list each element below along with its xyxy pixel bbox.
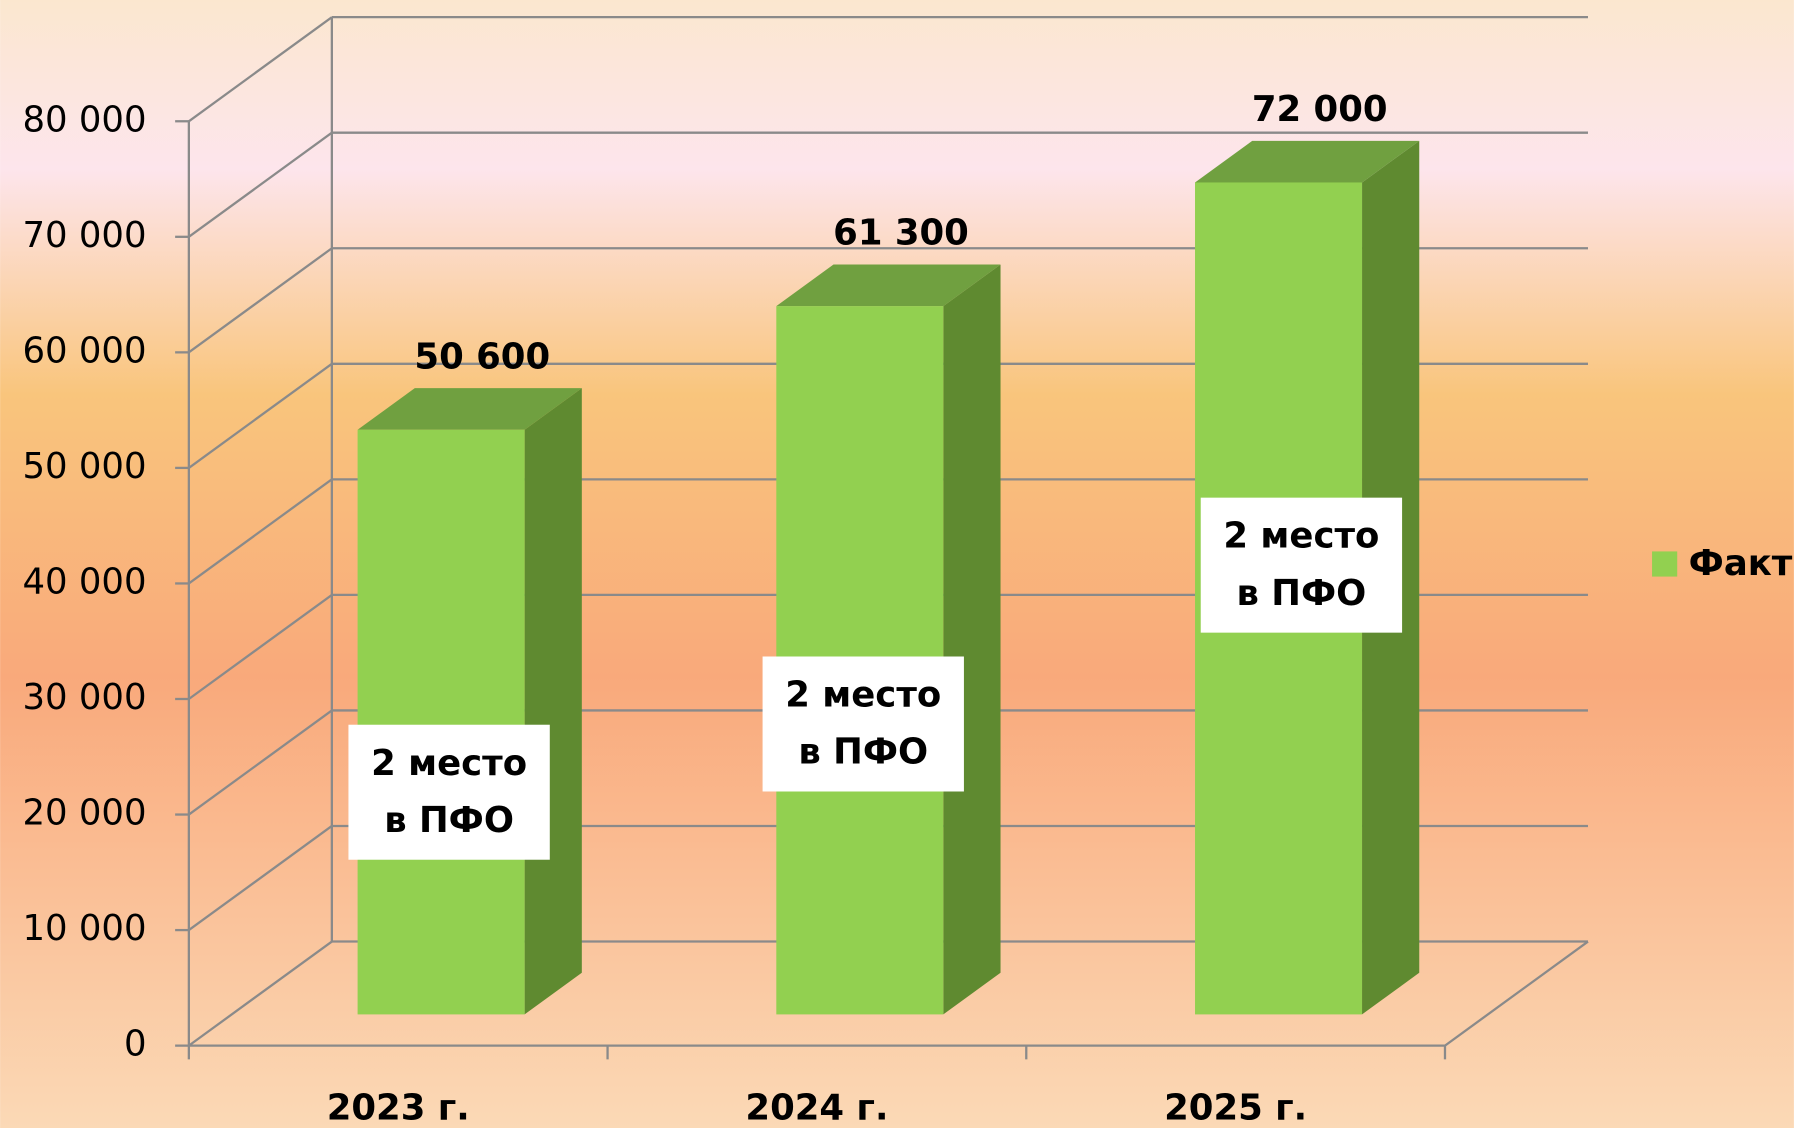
x-tick-label: 2024 г. [745,1088,888,1128]
bar-side [524,388,582,1015]
y-tick-label: 10 000 [22,908,146,949]
annotation: 2 место [371,743,527,784]
annotation-box [762,656,964,792]
legend-label: Факт [1689,543,1793,584]
grid-line [188,593,333,700]
bar-top [357,388,582,430]
grid-line [188,131,333,238]
grid-line [188,709,333,816]
y-tick-label: 80 000 [22,99,146,140]
value-label: 61 300 [833,213,969,254]
grid-line [188,16,333,123]
value-label: 50 600 [414,336,550,377]
annotation-box [348,724,550,860]
grid-line [188,362,333,469]
grid-line [188,940,333,1047]
grid-line [188,825,333,932]
grid-line [188,478,333,585]
y-tick-label: 0 [124,1024,147,1065]
x-tick-label: 2025 г. [1164,1088,1307,1128]
y-tick-label: 20 000 [22,793,146,834]
x-tick-label: 2023 г. [327,1088,470,1128]
annotation-box [1200,497,1403,633]
annotation: в ПФО [798,732,928,773]
y-tick-label: 70 000 [22,215,146,256]
bar-side [943,264,1001,1015]
y-tick-label: 30 000 [22,677,146,718]
value-label: 72 000 [1252,89,1388,130]
y-tick-label: 60 000 [22,330,146,371]
y-tick-label: 50 000 [22,446,146,487]
annotation: 2 место [785,675,941,716]
bar-top [1195,140,1420,183]
bar [357,429,525,1015]
annotation: 2 место [1223,516,1379,557]
annotation: в ПФО [1237,573,1367,614]
bar-top [776,264,1001,307]
annotation: в ПФО [384,800,514,841]
y-tick-label: 40 000 [22,561,146,602]
legend-swatch [1652,551,1678,577]
grid-line [188,247,333,354]
